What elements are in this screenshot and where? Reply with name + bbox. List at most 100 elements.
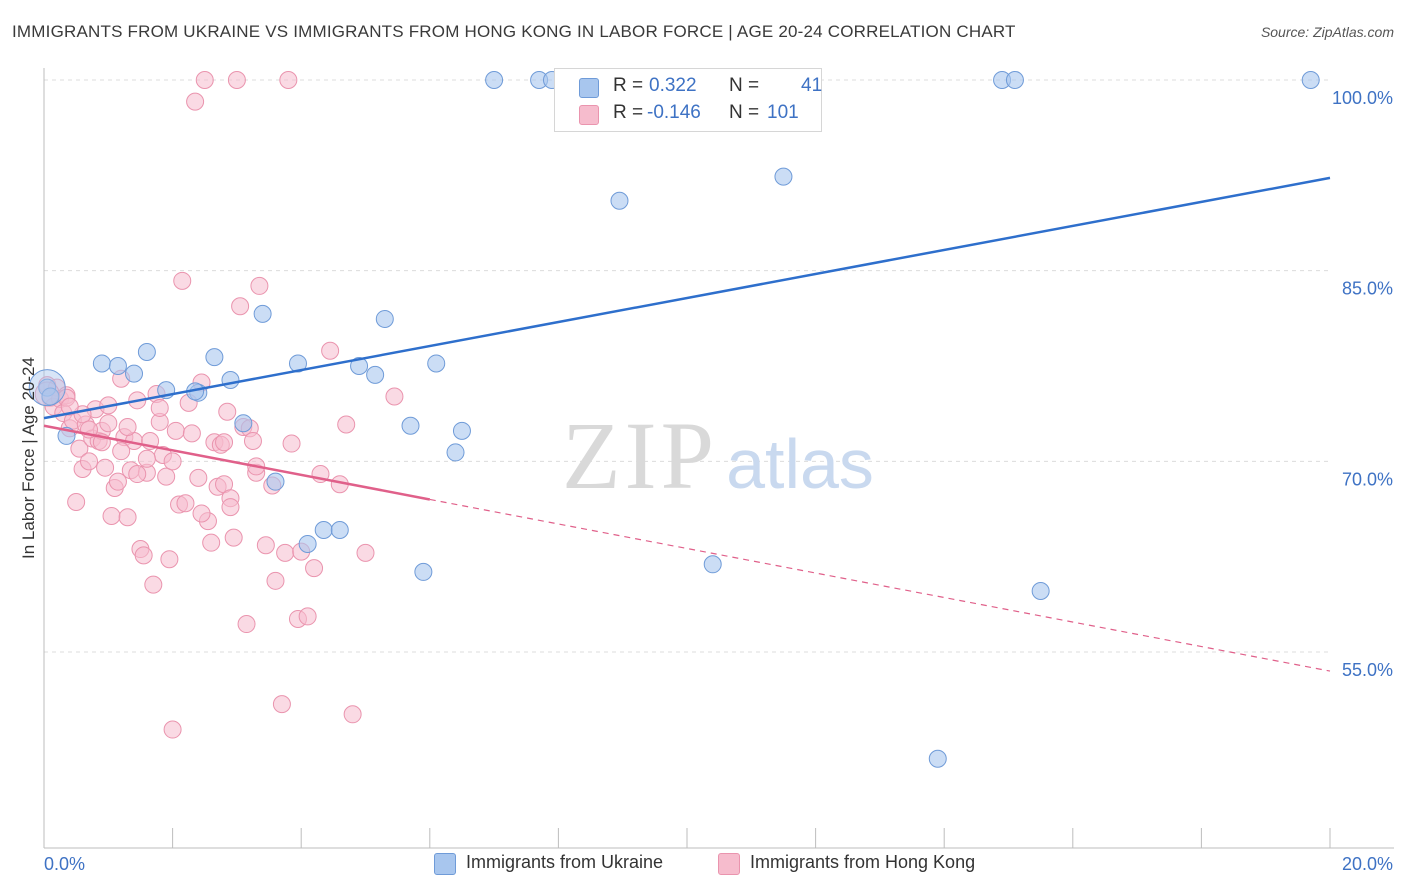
point-ukraine <box>314 520 333 539</box>
point-hongkong <box>102 506 121 525</box>
point-hongkong <box>279 71 298 89</box>
point-ukraine <box>253 304 272 323</box>
point-hongkong <box>128 465 147 484</box>
point-hongkong <box>276 543 295 562</box>
point-ukraine <box>414 562 433 581</box>
point-hongkong <box>80 452 99 471</box>
point-hongkong <box>118 508 137 527</box>
bottom-legend-swatch-hongkong <box>718 853 740 875</box>
point-hongkong <box>231 297 250 316</box>
point-ukraine-cluster <box>28 369 66 407</box>
point-hongkong <box>195 71 214 89</box>
source-label: Source: ZipAtlas.com <box>1260 24 1394 40</box>
point-hongkong <box>137 449 156 468</box>
point-hongkong <box>218 402 237 421</box>
point-ukraine <box>446 443 465 462</box>
point-hongkong <box>67 493 86 512</box>
point-hongkong <box>321 341 340 360</box>
point-ukraine <box>485 71 504 89</box>
point-hongkong <box>173 271 192 290</box>
point-ukraine <box>298 534 317 553</box>
point-hongkong <box>60 397 79 416</box>
point-hongkong <box>182 424 201 443</box>
point-hongkong <box>186 92 205 111</box>
point-hongkong <box>337 415 356 434</box>
x-tick-label: 0.0% <box>44 854 85 874</box>
y-tick-label: 55.0% <box>1342 660 1393 680</box>
legend-r-label: R = <box>613 75 644 96</box>
point-hongkong <box>166 421 185 440</box>
point-hongkong <box>282 434 301 453</box>
trendlines <box>43 176 1331 672</box>
bottom-legend-label-hongkong: Immigrants from Hong Kong <box>750 852 976 872</box>
point-ukraine <box>1031 581 1050 600</box>
bottom-legend-label-ukraine: Immigrants from Ukraine <box>466 852 664 872</box>
point-ukraine <box>427 354 446 373</box>
point-hongkong <box>176 494 195 513</box>
point-ukraine <box>610 191 629 210</box>
trendline-hongkong <box>43 424 431 501</box>
point-hongkong <box>266 571 285 590</box>
point-ukraine <box>330 520 349 539</box>
point-hongkong <box>298 607 317 626</box>
gridlines <box>44 79 1330 653</box>
point-ukraine <box>774 167 793 186</box>
watermark: ZIP atlas <box>562 402 874 509</box>
x-tick-label: 20.0% <box>1342 854 1393 874</box>
legend-r-value-ukraine: 0.322 <box>649 75 697 96</box>
point-hongkong <box>144 575 163 594</box>
chart-title: IMMIGRANTS FROM UKRAINE VS IMMIGRANTS FR… <box>12 22 1016 41</box>
y-tick-label: 70.0% <box>1342 469 1393 489</box>
legend-n-label: N = <box>729 102 760 123</box>
bottom-legend-swatch-ukraine <box>434 853 456 875</box>
point-hongkong <box>134 546 153 565</box>
point-ukraine <box>1301 71 1320 89</box>
point-ukraine <box>137 343 156 362</box>
point-hongkong <box>99 414 118 433</box>
series-hongkong <box>34 71 404 739</box>
point-hongkong <box>237 615 256 634</box>
watermark-atlas: atlas <box>726 425 874 503</box>
trendline-ukraine <box>43 176 1331 420</box>
point-hongkong <box>118 418 137 437</box>
point-ukraine <box>125 364 144 383</box>
y-axis-label: In Labor Force | Age 20-24 <box>19 357 38 559</box>
point-hongkong <box>112 442 131 461</box>
legend-r-value-hongkong: -0.146 <box>647 102 701 123</box>
point-ukraine <box>928 749 947 768</box>
point-hongkong <box>256 536 275 555</box>
point-ukraine <box>221 370 240 389</box>
point-hongkong <box>108 472 127 491</box>
point-hongkong <box>150 398 169 417</box>
point-ukraine <box>401 416 420 435</box>
legend-swatch-ukraine <box>579 78 599 98</box>
watermark-zip: ZIP <box>562 402 718 509</box>
legend-r-label: R = <box>613 102 644 123</box>
point-ukraine <box>375 309 394 328</box>
point-ukraine <box>703 555 722 574</box>
legend-n-label: N = <box>729 75 760 96</box>
point-hongkong <box>221 498 240 517</box>
legend-n-value-ukraine: 41 <box>801 75 823 96</box>
point-ukraine <box>266 472 285 491</box>
point-hongkong <box>243 431 262 450</box>
stats-legend: R = 0.322 N = 41 R = -0.146 N = 101 <box>554 68 822 132</box>
point-hongkong <box>272 695 291 714</box>
point-hongkong <box>70 439 89 458</box>
point-ukraine <box>452 421 471 440</box>
trendline-hongkong-extrapolated <box>429 498 1331 672</box>
point-hongkong <box>160 550 179 569</box>
point-hongkong <box>227 71 246 89</box>
point-ukraine <box>350 357 369 375</box>
point-hongkong <box>163 452 182 471</box>
point-ukraine <box>366 365 385 384</box>
point-hongkong <box>163 720 182 739</box>
y-tick-label: 85.0% <box>1342 279 1393 299</box>
point-hongkong <box>250 276 269 295</box>
point-hongkong <box>356 543 375 562</box>
point-ukraine <box>92 354 111 373</box>
point-hongkong <box>202 533 221 552</box>
legend-n-value-hongkong: 101 <box>767 102 799 123</box>
point-hongkong <box>192 504 211 523</box>
